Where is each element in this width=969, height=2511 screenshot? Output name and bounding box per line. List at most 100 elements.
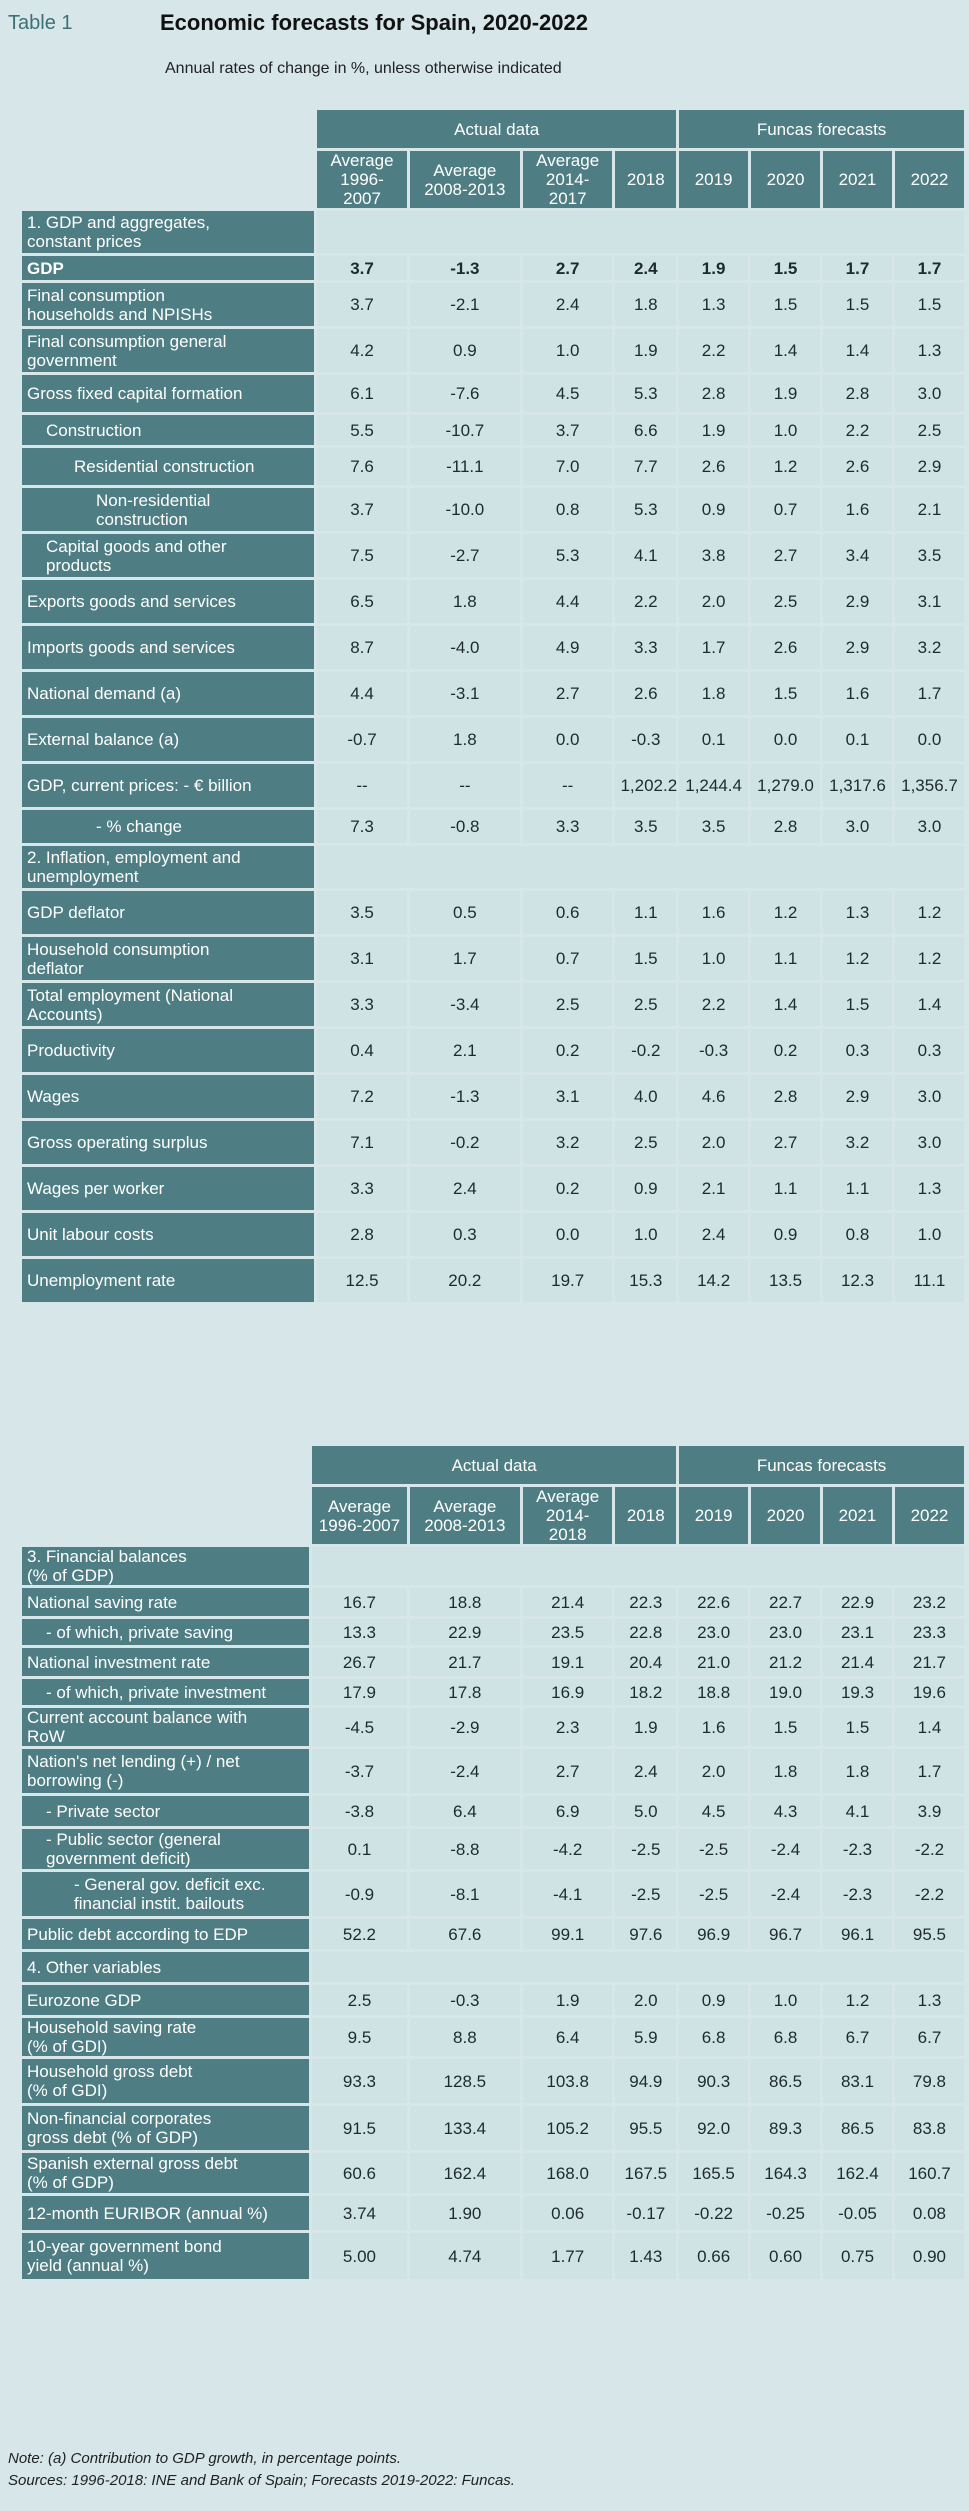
table-row: Unit labour costs 2.8 0.3 0.0 1.0 2.4 0.9 0.8 1.… (22, 1213, 964, 1256)
row-label: 10-year government bond yield (annual %) (22, 2233, 310, 2279)
cell-value: 3.3 (317, 983, 407, 1026)
cell-value: 2.8 (751, 810, 821, 843)
cell-value: 2.6 (615, 672, 677, 715)
cell-value: 96.9 (679, 1919, 749, 1949)
cell-value: -7.6 (409, 375, 520, 412)
cell-value: 1.5 (823, 1708, 892, 1746)
row-label: - of which, private investment (22, 1679, 310, 1705)
cell-value: 2.5 (894, 415, 964, 445)
cell-value: 1.2 (823, 1985, 892, 2015)
row-label: Wages per worker (22, 1167, 315, 1210)
cell-value: 0.1 (679, 718, 749, 761)
cell-value: 1.7 (409, 937, 520, 980)
cell-value: 21.4 (522, 1588, 613, 1616)
table-row: Wages 7.2 -1.3 3.1 4.0 4.6 2.8 2.9 3.0 (22, 1075, 964, 1118)
cell-value: 2.6 (823, 448, 892, 485)
cell-value: 1.5 (751, 672, 821, 715)
cell-value: 1.3 (894, 1985, 964, 2015)
cell-value: 0.8 (823, 1213, 892, 1256)
cell-value: 93.3 (312, 2059, 407, 2103)
cell-value: 0.0 (894, 718, 964, 761)
table-row: GDP 3.7 -1.3 2.7 2.4 1.9 1.5 1.7 1.7 (22, 256, 964, 280)
cell-value: 7.7 (615, 448, 677, 485)
cell-value: 1.2 (894, 891, 964, 934)
cell-value: 1.2 (751, 891, 821, 934)
cell-value: 95.5 (894, 1919, 964, 1949)
cell-value: 0.60 (751, 2233, 821, 2279)
cell-value: 4.3 (751, 1796, 821, 1826)
cell-value: -0.05 (823, 2196, 892, 2230)
cell-value: 2.9 (823, 1075, 892, 1118)
sources-text: Sources: 1996-2018: INE and Bank of Spai… (8, 2472, 515, 2489)
cell-value: 162.4 (823, 2153, 892, 2193)
cell-value: 1.0 (751, 1985, 821, 2015)
cell-value: -3.1 (409, 672, 520, 715)
row-label: Household gross debt (% of GDI) (22, 2059, 310, 2103)
cell-value: 2.2 (823, 415, 892, 445)
cell-value: 4.9 (522, 626, 613, 669)
page-subtitle: Annual rates of change in %, unless othe… (165, 60, 562, 77)
cell-value: 52.2 (312, 1919, 407, 1949)
cell-value: 1.5 (894, 283, 964, 326)
cell-value: -2.5 (679, 1829, 749, 1869)
cell-value: 3.1 (522, 1075, 613, 1118)
cell-value: 21.7 (894, 1648, 964, 1676)
col-header: Average 2014-2018 (522, 1487, 613, 1544)
cell-value: 2.7 (751, 534, 821, 577)
cell-value: 16.7 (312, 1588, 407, 1616)
table-row: Gross operating surplus 7.1 -0.2 3.2 2.5 2.0 2… (22, 1121, 964, 1164)
cell-value: 5.0 (615, 1796, 677, 1826)
cell-value: 6.8 (679, 2018, 749, 2056)
cell-value: 8.7 (317, 626, 407, 669)
cell-value: -0.25 (751, 2196, 821, 2230)
cell-value: 167.5 (615, 2153, 677, 2193)
cell-value: 2.8 (823, 375, 892, 412)
cell-value: 0.9 (409, 329, 520, 372)
table-row: Non-financial corporates gross debt (% of… (22, 2106, 964, 2150)
cell-value: 1.5 (751, 283, 821, 326)
row-label: Spanish external gross debt (% of GDP) (22, 2153, 310, 2193)
col-header: 2018 (615, 1487, 677, 1544)
table-row: Current account balance with RoW -4.5 -2.9 2… (22, 1708, 964, 1746)
cell-value: 15.3 (615, 1259, 677, 1302)
table-row: - General gov. deficit exc. financial ins… (22, 1872, 964, 1916)
cell-value: 6.1 (317, 375, 407, 412)
cell-value: 1.6 (823, 488, 892, 531)
cell-value: 23.3 (894, 1619, 964, 1645)
cell-value: 1.6 (679, 891, 749, 934)
row-label: - General gov. deficit exc. financial ins… (22, 1872, 310, 1916)
cell-value: -10.0 (409, 488, 520, 531)
row-label: National saving rate (22, 1588, 310, 1616)
section-row: 3. Financial balances (% of GDP) (22, 1547, 964, 1585)
cell-value: 86.5 (823, 2106, 892, 2150)
cell-value: 0.3 (894, 1029, 964, 1072)
cell-value: -0.8 (409, 810, 520, 843)
row-label: Residential construction (22, 448, 315, 485)
cell-value: 23.5 (522, 1619, 613, 1645)
cell-value: -0.3 (679, 1029, 749, 1072)
cell-value: 86.5 (751, 2059, 821, 2103)
col-header: Average 2008-2013 (409, 1487, 520, 1544)
cell-value: 1.4 (751, 983, 821, 1026)
cell-value: 3.8 (679, 534, 749, 577)
cell-value: 1.0 (679, 937, 749, 980)
row-label: Final consumption general government (22, 329, 315, 372)
row-label: Construction (22, 415, 315, 445)
cell-value: -2.9 (409, 1708, 520, 1746)
cell-value: 1.3 (823, 891, 892, 934)
row-label: Unit labour costs (22, 1213, 315, 1256)
cell-value: 1,317.6 (823, 764, 892, 807)
cell-value: 0.66 (679, 2233, 749, 2279)
cell-value: 13.3 (312, 1619, 407, 1645)
cell-value: 18.2 (615, 1679, 677, 1705)
group-header-row: Actual data Funcas forecasts (22, 110, 964, 148)
forecast-table-1: Actual data Funcas forecasts Average 1996-2… (19, 107, 967, 1305)
cell-value: 1.1 (751, 1167, 821, 1210)
cell-value: -2.5 (615, 1829, 677, 1869)
cell-value: 1.8 (409, 580, 520, 623)
cell-value: 1.9 (679, 415, 749, 445)
row-label: - of which, private saving (22, 1619, 310, 1645)
cell-value: 3.7 (317, 283, 407, 326)
cell-value: 2.7 (522, 1749, 613, 1793)
table-row: - % change 7.3 -0.8 3.3 3.5 3.5 2.8 3.0 3.0 (22, 810, 964, 843)
